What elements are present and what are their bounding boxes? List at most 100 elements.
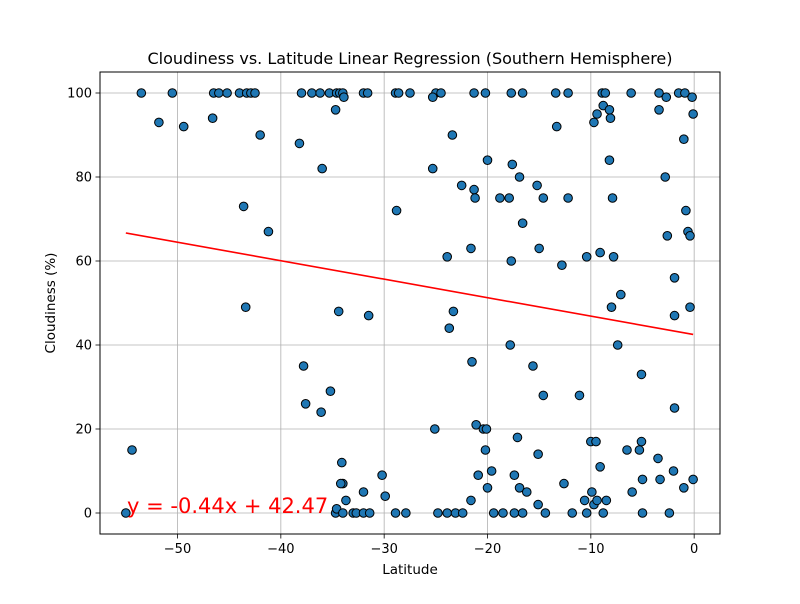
data-point [559, 478, 569, 489]
data-point [469, 88, 479, 98]
data-point [238, 201, 249, 212]
data-point [592, 109, 602, 119]
data-point [540, 508, 551, 518]
data-point [517, 88, 528, 98]
data-points [121, 88, 698, 518]
y-tick-label: 100 [67, 87, 92, 102]
data-point [681, 205, 691, 216]
data-point [685, 231, 695, 241]
data-point [664, 508, 675, 518]
data-point [669, 310, 680, 321]
data-point [330, 105, 341, 115]
data-point [427, 92, 438, 102]
data-point [563, 88, 573, 98]
data-point [307, 88, 317, 98]
data-point [380, 491, 391, 502]
data-point [505, 340, 516, 350]
data-point [626, 88, 636, 98]
data-point [430, 424, 440, 434]
data-point [567, 508, 578, 518]
data-point [557, 260, 567, 271]
data-point [669, 273, 680, 283]
data-point [592, 495, 602, 506]
data-point [607, 193, 618, 203]
data-point [669, 403, 680, 413]
data-point [636, 436, 647, 447]
data-point [466, 495, 476, 506]
data-point [325, 386, 336, 397]
data-point [532, 180, 542, 191]
data-point [688, 474, 698, 485]
data-point [634, 445, 645, 455]
data-point [470, 193, 480, 203]
data-point [480, 88, 491, 98]
data-point [587, 487, 597, 497]
data-point [533, 499, 543, 510]
data-point [255, 130, 265, 140]
data-point [427, 163, 438, 174]
chart-title: Cloudiness vs. Latitude Linear Regressio… [147, 49, 672, 68]
regression-line [125, 232, 694, 336]
data-point [471, 420, 481, 430]
data-point [442, 251, 453, 262]
data-point [315, 88, 325, 98]
data-point [207, 113, 218, 123]
y-tick-label: 0 [84, 507, 92, 522]
data-point [127, 445, 137, 455]
data-point [600, 88, 611, 98]
data-point [627, 487, 637, 497]
data-point [653, 453, 663, 464]
data-point [679, 134, 689, 144]
data-point [517, 218, 528, 228]
data-point [636, 369, 647, 380]
data-point [466, 243, 476, 254]
data-point [316, 407, 326, 418]
data-point [481, 424, 492, 434]
data-point [514, 483, 525, 493]
axis-ticks: −50 −40 −30 −20 −10 0 0 20 40 60 80 100 [67, 87, 698, 558]
data-point [390, 508, 401, 518]
data-point [506, 88, 517, 98]
data-point [333, 306, 344, 317]
data-point [579, 495, 590, 506]
data-point [377, 470, 387, 481]
data-point [401, 508, 411, 518]
data-point [538, 193, 549, 203]
data-point [294, 138, 305, 149]
data-point [482, 155, 493, 165]
data-point [154, 117, 164, 128]
data-point [595, 462, 605, 472]
grid-lines [100, 72, 720, 534]
data-point [616, 289, 626, 300]
data-point [680, 88, 690, 98]
data-point [362, 88, 373, 98]
data-point [514, 172, 525, 182]
data-point [393, 88, 404, 98]
y-tick-label: 40 [75, 339, 92, 354]
data-point [685, 302, 695, 313]
data-point [605, 113, 616, 123]
data-point [467, 357, 477, 367]
x-tick-label: −40 [267, 542, 294, 557]
data-point [469, 184, 479, 195]
data-point [335, 478, 346, 489]
data-point [341, 495, 351, 506]
data-point [574, 390, 585, 401]
data-point [654, 88, 664, 98]
data-point [654, 105, 664, 115]
data-point [608, 251, 619, 262]
data-point [121, 508, 131, 518]
data-point [598, 508, 609, 518]
data-point [528, 361, 538, 371]
data-point [622, 445, 632, 455]
data-point [550, 88, 561, 98]
data-point [442, 508, 453, 518]
data-point [563, 193, 573, 203]
data-point [480, 445, 491, 455]
data-point [405, 88, 415, 98]
data-point [581, 508, 592, 518]
data-point [581, 251, 592, 262]
x-tick-label: −50 [164, 542, 191, 557]
data-point [506, 256, 517, 266]
